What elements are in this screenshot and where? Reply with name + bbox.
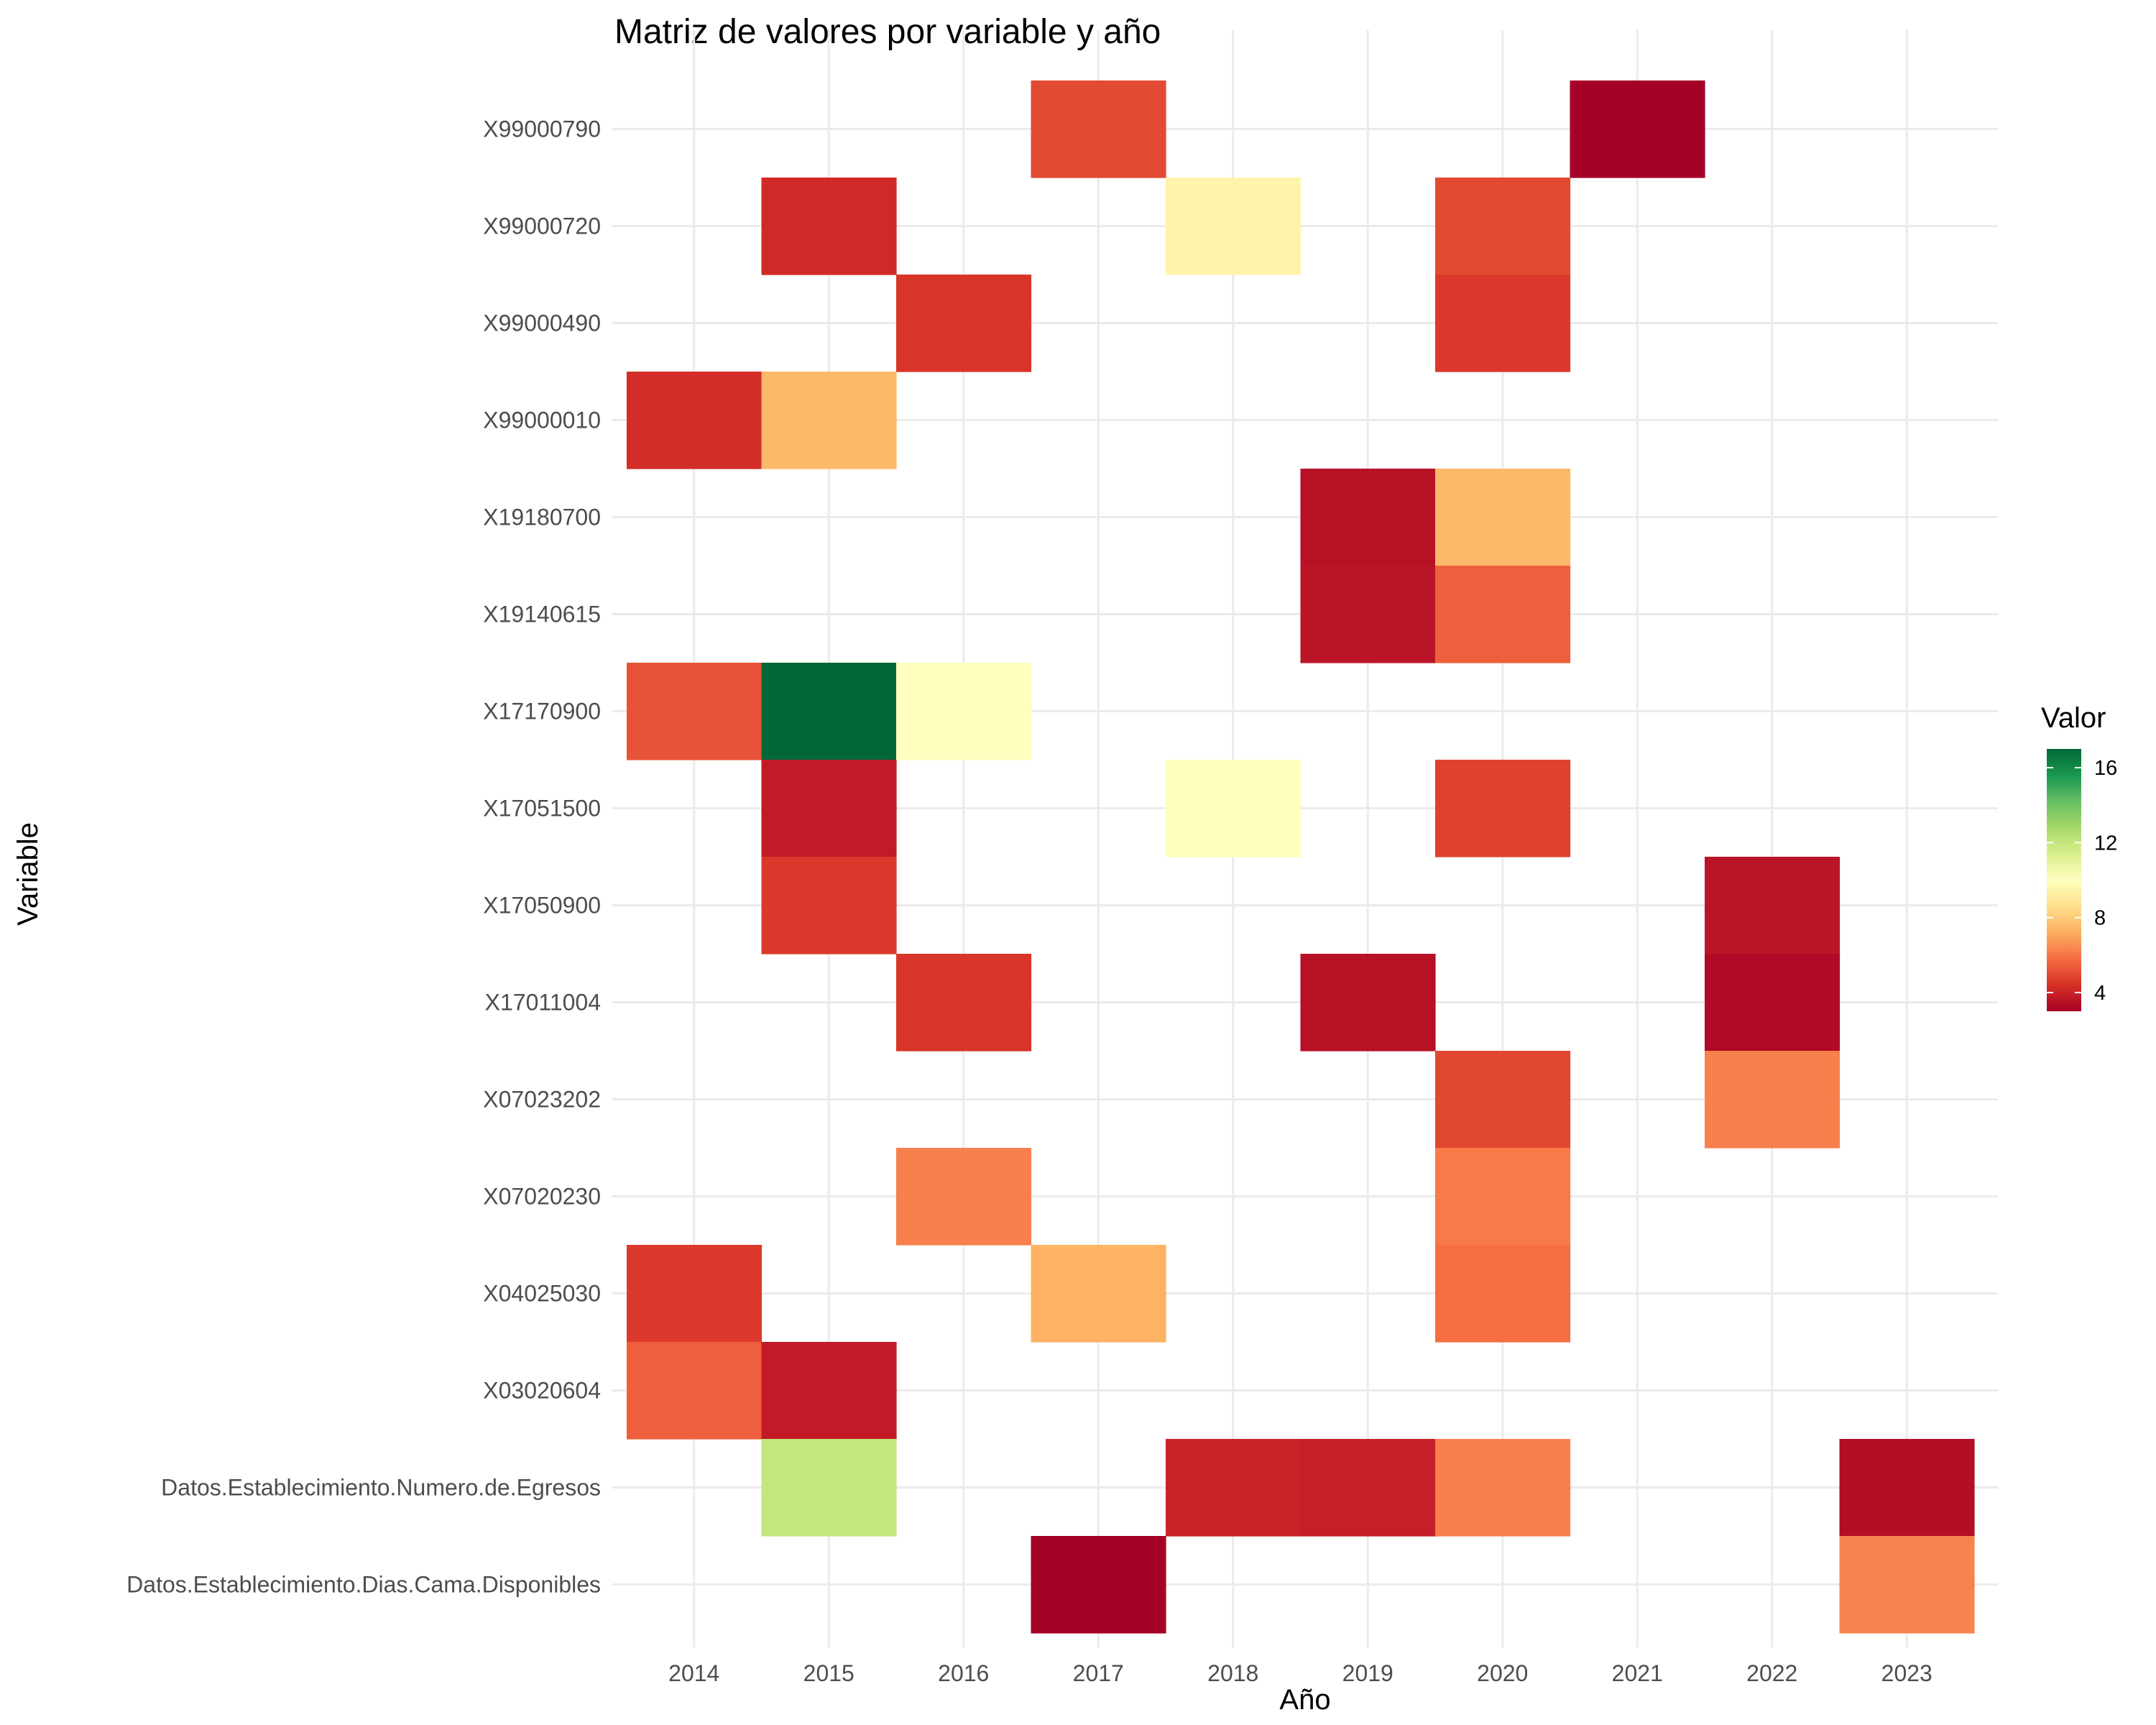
heatmap-cell (1839, 1536, 1975, 1634)
y-tick-label: X17170900 (483, 699, 601, 724)
heatmap-cell (896, 275, 1032, 372)
x-tick-label: 2023 (1881, 1660, 1932, 1686)
heatmap-cell (1705, 857, 1841, 954)
y-tick-label: Datos.Establecimiento.Numero.de.Egresos (161, 1475, 601, 1501)
legend-ticks: 4 8 12 16 (2047, 757, 2117, 1005)
heatmap-cell (627, 372, 763, 469)
heatmap-cell (1435, 1439, 1571, 1537)
heatmap-cell (1839, 1439, 1975, 1537)
heatmap-cell (1705, 1051, 1841, 1149)
heatmap-cell (1166, 178, 1302, 275)
heatmap-cell (761, 663, 897, 760)
heatmap-cell (761, 1342, 897, 1440)
x-tick-label: 2014 (668, 1660, 719, 1686)
legend-tick-label: 4 (2094, 982, 2106, 1005)
y-tick-label: X04025030 (483, 1281, 601, 1307)
legend-tick-label: 16 (2094, 757, 2117, 780)
chart-title: Matriz de valores por variable y año (614, 13, 1161, 51)
heatmap-cell (1300, 954, 1436, 1052)
y-tick-labels: X99000790 X99000720 X99000490 X99000010 X191… (126, 116, 601, 1598)
x-tick-label: 2017 (1073, 1660, 1124, 1686)
heatmap-cell (1300, 1439, 1436, 1537)
heatmap-cell (1705, 954, 1841, 1052)
x-tick-label: 2018 (1207, 1660, 1258, 1686)
heatmap-cell (1435, 1148, 1571, 1246)
x-tick-label: 2021 (1612, 1660, 1663, 1686)
heatmap-cell (1570, 80, 1705, 178)
y-tick-label: X99000010 (483, 408, 601, 433)
x-tick-label: 2022 (1746, 1660, 1797, 1686)
x-tick-labels: 2014 2015 2016 2017 2018 2019 2020 2021 2022 2023 (668, 1660, 1932, 1686)
legend-tick-label: 12 (2094, 832, 2117, 855)
color-legend: Valor 4 8 12 16 (2041, 702, 2117, 1011)
y-tick-label: X07020230 (483, 1184, 601, 1210)
y-tick-label: X03020604 (483, 1378, 601, 1404)
y-tick-label: X17051500 (483, 796, 601, 822)
y-tick-label: X07023202 (483, 1087, 601, 1113)
x-tick-label: 2016 (938, 1660, 989, 1686)
heatmap-cell (761, 857, 897, 954)
heatmap-cell (1031, 1245, 1166, 1343)
heatmap-cell (1300, 469, 1436, 566)
heatmap-cell (1435, 1051, 1571, 1149)
x-tick-label: 2015 (803, 1660, 854, 1686)
heatmap-cell (896, 663, 1032, 760)
heatmap-cell (761, 1439, 897, 1537)
heatmap-cell (1435, 760, 1571, 857)
heatmap-cells (627, 80, 1975, 1634)
heatmap-cell (1031, 1536, 1166, 1634)
heatmap-cell (1166, 1439, 1302, 1537)
y-tick-label: X99000490 (483, 310, 601, 336)
heatmap-cell (896, 954, 1032, 1052)
y-tick-label: X99000790 (483, 116, 601, 142)
heatmap-cell (627, 663, 763, 760)
y-tick-label: X17050900 (483, 893, 601, 919)
legend-tick-label: 8 (2094, 907, 2106, 930)
heatmap-cell (1435, 566, 1571, 663)
heatmap-cell (1166, 760, 1302, 857)
heatmap-cell (896, 1148, 1032, 1246)
heatmap-cell (1300, 566, 1436, 663)
heatmap-cell (1031, 80, 1166, 178)
heatmap-cell (1435, 275, 1571, 372)
heatmap-cell (627, 1245, 763, 1343)
y-tick-label: X99000720 (483, 213, 601, 239)
legend-colorbar (2047, 749, 2081, 1011)
heatmap-cell (761, 760, 897, 857)
x-tick-label: 2019 (1342, 1660, 1393, 1686)
heatmap-cell (627, 1342, 763, 1440)
y-tick-label: Datos.Establecimiento.Dias.Cama.Disponib… (126, 1572, 601, 1598)
y-tick-label: X19180700 (483, 505, 601, 530)
x-tick-label: 2020 (1477, 1660, 1528, 1686)
legend-title: Valor (2041, 702, 2106, 734)
x-axis-title: Año (1279, 1684, 1330, 1716)
y-axis-title: Variable (12, 822, 44, 926)
heatmap-cell (761, 372, 897, 469)
heatmap-cell (1435, 1245, 1571, 1343)
heatmap-cell (1435, 178, 1571, 275)
y-tick-label: X17011004 (485, 990, 601, 1016)
heatmap-cell (761, 178, 897, 275)
y-tick-label: X19140615 (483, 602, 601, 627)
heatmap-cell (1435, 469, 1571, 566)
